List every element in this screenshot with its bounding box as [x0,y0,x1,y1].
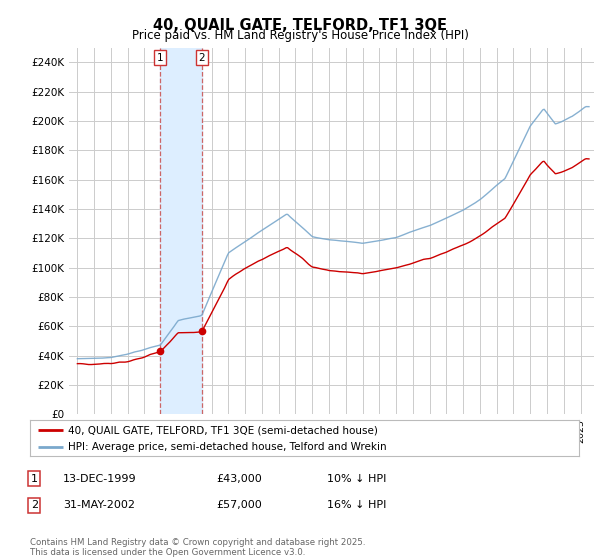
Text: Contains HM Land Registry data © Crown copyright and database right 2025.
This d: Contains HM Land Registry data © Crown c… [30,538,365,557]
Text: 31-MAY-2002: 31-MAY-2002 [63,500,135,510]
Text: 16% ↓ HPI: 16% ↓ HPI [327,500,386,510]
Text: 2: 2 [31,500,38,510]
Text: £43,000: £43,000 [216,474,262,484]
Text: 40, QUAIL GATE, TELFORD, TF1 3QE (semi-detached house): 40, QUAIL GATE, TELFORD, TF1 3QE (semi-d… [68,425,379,435]
Text: 40, QUAIL GATE, TELFORD, TF1 3QE: 40, QUAIL GATE, TELFORD, TF1 3QE [153,18,447,33]
Bar [160,48,202,414]
Text: 2: 2 [199,53,205,63]
Text: 13-DEC-1999: 13-DEC-1999 [63,474,137,484]
Text: 1: 1 [31,474,38,484]
Text: Price paid vs. HM Land Registry's House Price Index (HPI): Price paid vs. HM Land Registry's House … [131,29,469,42]
Text: HPI: Average price, semi-detached house, Telford and Wrekin: HPI: Average price, semi-detached house,… [68,442,387,452]
Text: £57,000: £57,000 [216,500,262,510]
Text: 10% ↓ HPI: 10% ↓ HPI [327,474,386,484]
Text: 1: 1 [157,53,164,63]
